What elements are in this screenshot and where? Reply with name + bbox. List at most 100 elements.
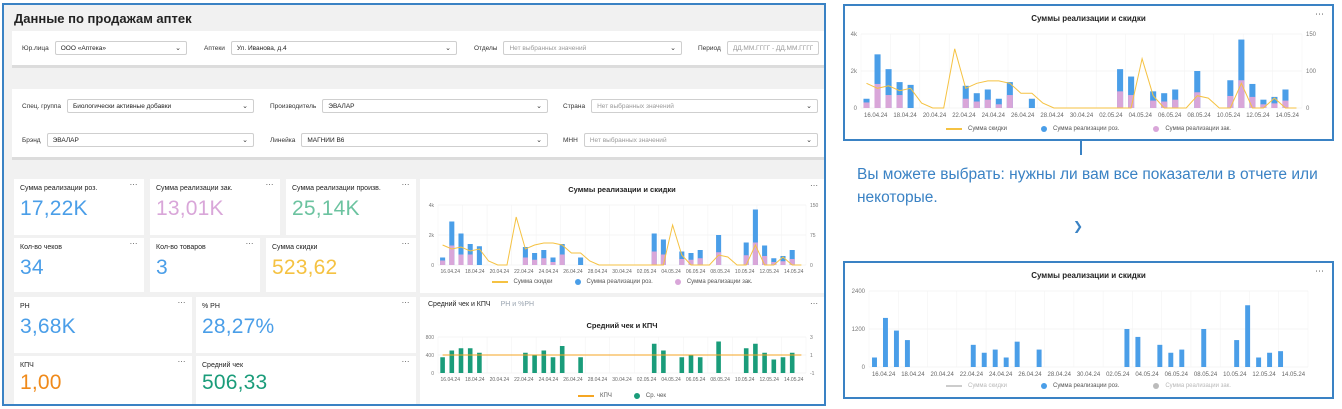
bar-retail bbox=[1014, 341, 1020, 367]
brand-select[interactable]: ЭВАЛАР ⌄ bbox=[46, 133, 254, 147]
x-tick-label: 12.05.24 bbox=[759, 269, 779, 275]
legend-item-avg-check[interactable]: Ср. чек bbox=[633, 393, 666, 399]
x-tick-label: 06.05.24 bbox=[1165, 372, 1189, 378]
legend-item-purchase[interactable]: Сумма реализации зак. bbox=[674, 279, 753, 285]
filter-inn[interactable]: МНН Нет выбранных значений ⌄ bbox=[563, 131, 818, 149]
bar-purchase bbox=[697, 258, 703, 265]
legend-line-swatch bbox=[946, 128, 963, 130]
filter-label: Производитель bbox=[270, 102, 317, 110]
more-menu-icon[interactable]: ⋯ bbox=[401, 180, 410, 189]
legend-label: Сумма реализации зак. bbox=[686, 279, 753, 285]
x-tick-label: 02.05.24 bbox=[1099, 113, 1123, 119]
kpi-card-purchase-sales[interactable]: Сумма реализации зак. 13,01K ⋯ bbox=[150, 179, 280, 235]
more-menu-icon[interactable]: ⋯ bbox=[401, 357, 410, 366]
legend-dot-swatch bbox=[574, 279, 581, 285]
more-menu-icon[interactable]: ⋯ bbox=[245, 239, 254, 248]
special-group-select[interactable]: Биологически активные добавки ⌄ bbox=[66, 99, 254, 113]
chart-panel-average-check: Средний чек и КПЧ РН и %РН ⋯ Средний чек… bbox=[420, 297, 824, 404]
x-tick-label: 22.04.24 bbox=[514, 377, 534, 383]
filter-product-line[interactable]: Линейка МАГНИЙ В6 ⌄ bbox=[270, 131, 548, 149]
y-tick-label: 0 bbox=[431, 371, 434, 377]
more-menu-icon[interactable]: ⋯ bbox=[1315, 266, 1324, 276]
tab-rn-percent[interactable]: РН и %РН bbox=[500, 301, 535, 308]
bar-retail bbox=[660, 239, 666, 265]
more-menu-icon[interactable]: ⋯ bbox=[1315, 9, 1324, 19]
period-input[interactable]: ДД.ММ.ГГГГ - ДД.ММ.ГГГГ bbox=[726, 41, 820, 55]
filter-departments[interactable]: Отделы Нет выбранных значений ⌄ bbox=[474, 39, 682, 57]
more-menu-icon[interactable]: ⋯ bbox=[810, 299, 818, 308]
x-tick-label: 12.05.24 bbox=[1252, 372, 1276, 378]
kpi-card-items-count[interactable]: Кол-во товаров 3 ⋯ bbox=[150, 238, 260, 292]
legend-item-discount[interactable]: Сумма скидки bbox=[946, 383, 1007, 389]
legend-item-kpch[interactable]: КПЧ bbox=[578, 393, 612, 399]
legend-item-discount[interactable]: Сумма скидки bbox=[946, 126, 1007, 132]
x-tick-label: 08.05.24 bbox=[710, 269, 730, 275]
filter-special-group[interactable]: Спец. группа Биологически активные добав… bbox=[22, 97, 254, 115]
filter-manufacturer[interactable]: Производитель ЭВАЛАР ⌄ bbox=[270, 97, 548, 115]
more-menu-icon[interactable]: ⋯ bbox=[401, 239, 410, 248]
more-menu-icon[interactable]: ⋯ bbox=[265, 180, 274, 189]
bar-retail bbox=[1117, 69, 1124, 108]
kpi-card-discount-sum[interactable]: Сумма скидки 523,62 ⋯ bbox=[266, 238, 416, 292]
x-tick-label: 04.05.24 bbox=[1129, 113, 1153, 119]
more-menu-icon[interactable]: ⋯ bbox=[129, 239, 138, 248]
bar-purchase bbox=[752, 242, 758, 265]
kpi-card-manufacturer-sales[interactable]: Сумма реализации произв. 25,14K ⋯ bbox=[286, 179, 416, 235]
legend-item-retail[interactable]: Сумма реализации роз. bbox=[574, 279, 653, 285]
kpi-card-retail-sales[interactable]: Сумма реализации роз. 17,22K ⋯ bbox=[14, 179, 144, 235]
x-tick-label: 30.04.24 bbox=[612, 377, 632, 383]
manufacturer-select[interactable]: ЭВАЛАР ⌄ bbox=[322, 99, 548, 113]
pharmacy-select[interactable]: Ул. Иванова, д.4 ⌄ bbox=[230, 41, 457, 55]
x-tick-label: 24.04.24 bbox=[982, 113, 1006, 119]
departments-select[interactable]: Нет выбранных значений ⌄ bbox=[503, 41, 682, 55]
more-menu-icon[interactable]: ⋯ bbox=[129, 180, 138, 189]
more-menu-icon[interactable]: ⋯ bbox=[177, 298, 186, 307]
legend-item-retail[interactable]: Сумма реализации роз. bbox=[1041, 126, 1119, 132]
bar-retail bbox=[1135, 336, 1141, 367]
bar-purchase bbox=[1260, 104, 1267, 108]
more-menu-icon[interactable]: ⋯ bbox=[810, 181, 818, 190]
bar-retail bbox=[1201, 329, 1207, 367]
filter-label: Спец. группа bbox=[22, 102, 61, 110]
bar-purchase bbox=[1117, 91, 1124, 108]
inn-select[interactable]: Нет выбранных значений ⌄ bbox=[583, 133, 818, 147]
bar-purchase bbox=[973, 101, 980, 108]
filter-label: Страна bbox=[563, 102, 586, 110]
country-select[interactable]: Нет выбранных значений ⌄ bbox=[591, 99, 818, 113]
bar-retail bbox=[992, 349, 998, 367]
filter-legal-entity[interactable]: Юр.лица ООО «Аптека» ⌄ bbox=[22, 39, 187, 57]
chart-title: Суммы реализации и скидки bbox=[568, 185, 676, 194]
more-menu-icon[interactable]: ⋯ bbox=[177, 357, 186, 366]
chart-legend: Сумма скидки Сумма реализации роз. Сумма… bbox=[845, 383, 1332, 389]
filter-label: Аптеки bbox=[204, 44, 225, 52]
x-tick-label: 22.04.24 bbox=[952, 113, 976, 119]
legend-line-swatch bbox=[946, 385, 963, 387]
bar-avg-check bbox=[523, 352, 528, 373]
select-value: ЭВАЛАР bbox=[52, 136, 79, 144]
bar-retail bbox=[882, 317, 888, 367]
legal-entity-select[interactable]: ООО «Аптека» ⌄ bbox=[54, 41, 187, 55]
kpi-card-rn-percent[interactable]: % РН 28,27% ⋯ bbox=[196, 297, 416, 353]
bar-retail bbox=[1124, 329, 1130, 367]
bar-retail bbox=[904, 340, 910, 367]
kpi-card-kpch[interactable]: КПЧ 1,00 ⋯ bbox=[14, 356, 192, 404]
kpi-card-average-check[interactable]: Средний чек 506,33 ⋯ bbox=[196, 356, 416, 404]
legend-item-discount[interactable]: Сумма скидки bbox=[491, 279, 553, 285]
filter-pharmacy[interactable]: Аптеки Ул. Иванова, д.4 ⌄ bbox=[204, 39, 457, 57]
bar-purchase bbox=[762, 256, 768, 265]
filter-brand[interactable]: Брэнд ЭВАЛАР ⌄ bbox=[22, 131, 254, 149]
filter-country[interactable]: Страна Нет выбранных значений ⌄ bbox=[563, 97, 818, 115]
chart-panel-sales-discount: Суммы реализации и скидки ⋯ 0 2k 4k 0 75 150 1… bbox=[420, 179, 824, 293]
x-tick-label: 04.05.24 bbox=[661, 269, 681, 275]
legend-item-retail[interactable]: Сумма реализации роз. bbox=[1041, 383, 1119, 389]
kpi-card-rn[interactable]: РН 3,68K ⋯ bbox=[14, 297, 192, 353]
bar-purchase bbox=[1172, 99, 1179, 108]
more-menu-icon[interactable]: ⋯ bbox=[401, 298, 410, 307]
legend-item-purchase[interactable]: Сумма реализации зак. bbox=[1153, 126, 1231, 132]
tab-average-check-kpch[interactable]: Средний чек и КПЧ bbox=[428, 301, 491, 308]
legend-item-purchase[interactable]: Сумма реализации зак. bbox=[1153, 383, 1231, 389]
filter-period[interactable]: Период ДД.ММ.ГГГГ - ДД.ММ.ГГГГ bbox=[698, 39, 820, 57]
product-line-select[interactable]: МАГНИЙ В6 ⌄ bbox=[301, 133, 548, 147]
bar-retail bbox=[1128, 76, 1135, 108]
kpi-card-receipts-count[interactable]: Кол-во чеков 34 ⋯ bbox=[14, 238, 144, 292]
